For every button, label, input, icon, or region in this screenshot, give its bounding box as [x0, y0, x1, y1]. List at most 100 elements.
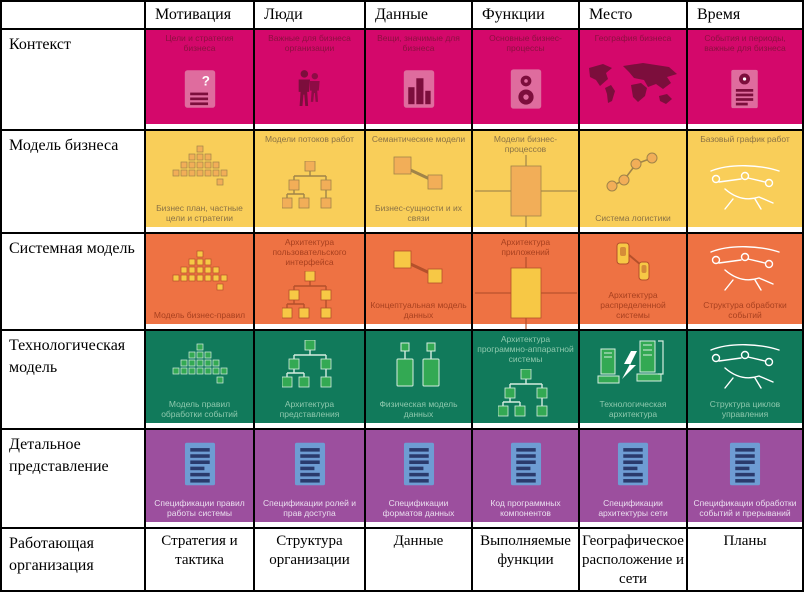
cell-label-top: География бизнеса — [594, 33, 672, 43]
cell-label-top: Цели и стратегия бизнеса — [165, 33, 234, 54]
matrix-cell: Основные бизнес-процессы — [473, 30, 580, 131]
matrix-cell: Базовый график работ — [688, 131, 804, 234]
summary-cell: Структура организации — [255, 529, 366, 592]
matrix-cell: Структура циклов управления — [688, 331, 804, 430]
matrix-cell: События и периоды, важные для бизнеса — [688, 30, 804, 131]
cell-label-bottom: Спецификации форматов данных — [382, 497, 455, 518]
cell-block: География бизнеса — [580, 30, 686, 124]
summary-label: Планы — [723, 533, 767, 549]
cell-label-bottom: Архитектура распределенной системы — [600, 289, 666, 320]
cell-block: Концептуальная модель данных — [366, 234, 471, 324]
matrix-cell: Спецификации форматов данных — [366, 430, 473, 529]
network-nodes-icon — [580, 131, 686, 213]
cell-label-bottom: Спецификации ролей и прав доступа — [263, 497, 356, 518]
physical-data-icon — [366, 331, 471, 399]
matrix-cell: Система логистики — [580, 131, 688, 234]
cell-block: Основные бизнес-процессы — [473, 30, 578, 124]
cell-block: Спецификации правил работы системы — [146, 430, 253, 522]
matrix-cell: Цели и стратегия бизнеса? — [146, 30, 255, 131]
cell-block: Архитектура пользовательского интерфейса — [255, 234, 364, 324]
matrix-cell: Спецификации архитектуры сети — [580, 430, 688, 529]
column-header: Место — [580, 2, 688, 30]
row-header-label: Технологическая модель — [9, 337, 126, 376]
cell-block: Вещи, значимые для бизнеса — [366, 30, 471, 124]
cell-label-top: Модели потоков работ — [264, 134, 355, 144]
column-header: Данные — [366, 2, 473, 30]
cell-label-bottom: Спецификации архитектуры сети — [598, 497, 668, 518]
cell-block: Спецификации обработки событий и прерыва… — [688, 430, 802, 522]
row-header-label: Системная модель — [9, 240, 135, 257]
matrix-cell: Модель правил обработки событий — [146, 331, 255, 430]
document-lines-icon — [580, 430, 686, 498]
cell-block: Модели потоков работ — [255, 131, 364, 227]
cell-block: Система логистики — [580, 131, 686, 227]
document-lines-icon — [146, 430, 253, 498]
summary-cell: Данные — [366, 529, 473, 592]
org-tree-icon — [255, 144, 364, 227]
summary-cell: Планы — [688, 529, 804, 592]
cell-block: Модель бизнес-правил — [146, 234, 253, 324]
cell-label-bottom: Концептуальная модель данных — [370, 299, 467, 320]
cell-block: Код программных компонентов — [473, 430, 578, 522]
document-lines-icon — [473, 430, 578, 498]
org-tree-icon — [473, 364, 578, 423]
summary-label: Данные — [393, 533, 444, 549]
row-header: Работающая организация — [2, 529, 146, 592]
column-header: Время — [688, 2, 804, 30]
pyramid-icon — [146, 331, 253, 399]
cell-label-top: Семантические модели — [371, 134, 466, 144]
matrix-cell: Модели потоков работ — [255, 131, 366, 234]
cell-block: Спецификации ролей и прав доступа — [255, 430, 364, 522]
column-header-label: Люди — [264, 6, 303, 23]
cell-block: Бизнес план, частные цели и стратегии — [146, 131, 253, 227]
cell-block: Архитектура распределенной системы — [580, 234, 686, 324]
matrix-cell: Архитектура распределенной системы — [580, 234, 688, 331]
cell-label-bottom: Спецификации правил работы системы — [154, 497, 245, 518]
people-icon — [255, 53, 364, 124]
gears-document-icon — [473, 53, 578, 124]
row-header: Технологическая модель — [2, 331, 146, 430]
document-lines-icon — [688, 430, 802, 498]
document-lines-icon — [366, 430, 471, 498]
cell-label-bottom: Бизнес-сущности и их связи — [374, 202, 462, 223]
cell-block: События и периоды, важные для бизнеса — [688, 30, 802, 124]
matrix-cell: География бизнеса — [580, 30, 688, 131]
cell-block: Спецификации архитектуры сети — [580, 430, 686, 522]
summary-label: Географическое расположение и сети — [581, 533, 685, 587]
summary-label: Структура организации — [269, 533, 350, 568]
summary-cell: Стратегия и тактика — [146, 529, 255, 592]
corner-cell — [2, 2, 146, 30]
cell-label-bottom: Физическая модель данных — [379, 398, 458, 419]
matrix-cell: Спецификации правил работы системы — [146, 430, 255, 529]
row-header-label: Работающая организация — [9, 535, 94, 574]
matrix-cell: Спецификации ролей и прав доступа — [255, 430, 366, 529]
linked-stores-icon — [580, 234, 686, 290]
entities-link-icon — [366, 234, 471, 300]
matrix-cell: Архитектура программно-аппаратной систем… — [473, 331, 580, 430]
matrix-cell: Модели бизнес-процессов — [473, 131, 580, 234]
document-question-icon: ? — [146, 53, 253, 124]
pyramid-icon — [146, 131, 253, 203]
column-header-label: Функции — [482, 6, 545, 23]
matrix-cell: Структура обработки событий — [688, 234, 804, 331]
cell-block: Цели и стратегия бизнеса? — [146, 30, 253, 124]
column-header-label: Данные — [375, 6, 428, 23]
whiteboard-sketch-icon — [688, 234, 802, 300]
matrix-cell: Архитектура пользовательского интерфейса — [255, 234, 366, 331]
cell-label-top: Архитектура приложений — [500, 237, 551, 258]
cell-block: Архитектура приложений — [473, 234, 578, 329]
cell-block: Базовый график работ — [688, 131, 802, 227]
cell-label-top: Базовый график работ — [700, 134, 790, 144]
cell-label-top: Архитектура программно-аппаратной систем… — [477, 334, 574, 365]
column-header-label: Мотивация — [155, 6, 232, 23]
cell-label-bottom: Система логистики — [595, 212, 671, 223]
world-map-icon — [580, 43, 686, 124]
whiteboard-sketch-icon — [688, 331, 802, 399]
cell-label-top: События и периоды, важные для бизнеса — [704, 33, 786, 54]
process-cross-icon — [473, 154, 578, 227]
document-lines-icon — [255, 430, 364, 498]
row-header: Системная модель — [2, 234, 146, 331]
cell-block: Модели бизнес-процессов — [473, 131, 578, 227]
cell-block: Важные для бизнеса организации — [255, 30, 364, 124]
cell-block: Технологическая архитектура — [580, 331, 686, 423]
